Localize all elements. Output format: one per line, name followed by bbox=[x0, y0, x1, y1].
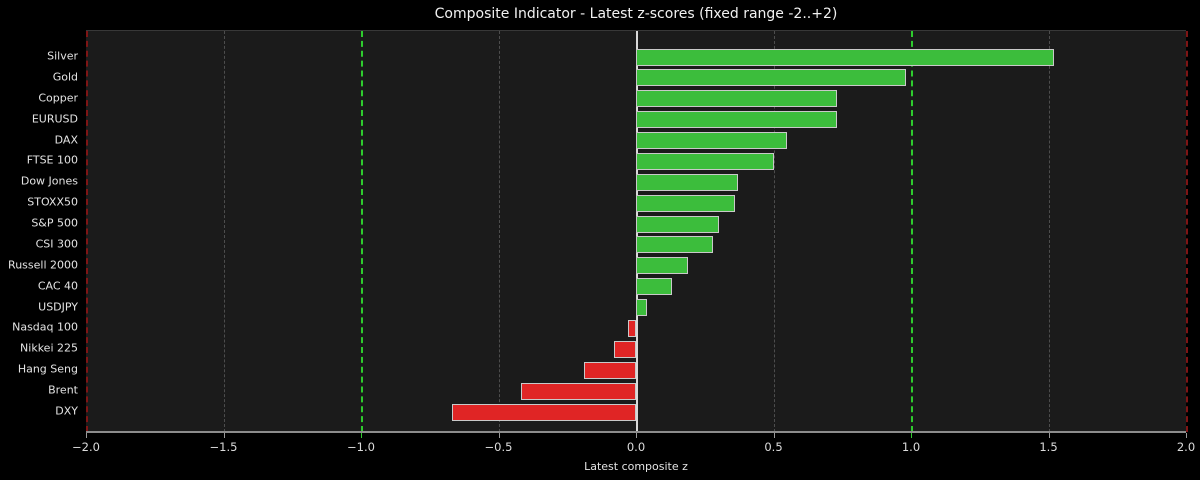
y-tick-label: S&P 500 bbox=[31, 216, 78, 230]
x-tick-mark bbox=[1186, 433, 1187, 438]
y-tick-label: DAX bbox=[54, 133, 78, 147]
x-tick-mark bbox=[223, 433, 225, 438]
y-tick-label: DXY bbox=[55, 404, 78, 418]
bar-nikkei-225 bbox=[614, 340, 636, 358]
y-tick-label: FTSE 100 bbox=[26, 153, 78, 167]
y-tick-label: Hang Seng bbox=[17, 362, 78, 376]
bar-copper bbox=[636, 90, 837, 108]
y-tick-label: Gold bbox=[52, 70, 78, 84]
x-tick-mark bbox=[498, 433, 500, 438]
x-tick-label: 0.5 bbox=[764, 440, 783, 454]
x-tick-mark bbox=[773, 433, 775, 438]
bar-dow-jones bbox=[636, 173, 738, 191]
y-tick-label: Brent bbox=[48, 383, 78, 397]
y-tick-label: Silver bbox=[47, 49, 78, 63]
x-tick-label: −2.0 bbox=[72, 440, 100, 454]
y-tick-label: CSI 300 bbox=[35, 237, 78, 251]
x-tick-label: 1.0 bbox=[901, 440, 921, 454]
x-tick-label: 2.0 bbox=[1176, 440, 1196, 454]
bar-nasdaq-100 bbox=[627, 319, 636, 337]
y-tick-label: CAC 40 bbox=[37, 279, 78, 293]
bar-csi-300 bbox=[636, 236, 713, 254]
bar-silver bbox=[636, 48, 1054, 66]
x-tick-mark bbox=[86, 433, 87, 438]
bar-s-p-500 bbox=[636, 215, 719, 233]
x-tick-label: −1.5 bbox=[209, 440, 238, 454]
gridline bbox=[223, 31, 225, 432]
x-tick-mark bbox=[361, 433, 362, 438]
red-threshold-line bbox=[1186, 31, 1188, 432]
x-tick-label: 0.0 bbox=[626, 440, 646, 454]
y-tick-label: EURUSD bbox=[31, 112, 78, 126]
y-tick-label: USDJPY bbox=[38, 300, 78, 314]
bar-cac-40 bbox=[636, 278, 672, 296]
plot-area bbox=[86, 30, 1188, 432]
green-threshold-line bbox=[361, 31, 363, 432]
x-tick-mark bbox=[911, 433, 912, 438]
bar-usdjpy bbox=[636, 299, 647, 317]
x-tick-mark bbox=[1048, 433, 1050, 438]
x-axis-label: Latest composite z bbox=[584, 460, 688, 473]
red-threshold-line bbox=[86, 31, 88, 432]
y-tick-label: Nikkei 225 bbox=[20, 341, 78, 355]
bar-dxy bbox=[451, 403, 636, 421]
y-tick-label: Dow Jones bbox=[20, 174, 78, 188]
green-threshold-line bbox=[911, 31, 913, 432]
gridline bbox=[773, 31, 775, 432]
gridline bbox=[498, 31, 500, 432]
chart-title: Composite Indicator - Latest z-scores (f… bbox=[434, 6, 838, 22]
x-tick-label: −0.5 bbox=[484, 440, 513, 454]
x-tick-mark bbox=[636, 433, 637, 438]
y-tick-label: Copper bbox=[38, 91, 78, 105]
bar-russell-2000 bbox=[636, 257, 689, 275]
y-tick-label: Nasdaq 100 bbox=[12, 320, 78, 334]
bar-dax bbox=[636, 132, 788, 150]
x-tick-label: 1.5 bbox=[1039, 440, 1058, 454]
x-axis-line bbox=[86, 431, 1186, 433]
x-tick-label: −1.0 bbox=[347, 440, 375, 454]
bar-eurusd bbox=[636, 111, 837, 129]
bar-hang-seng bbox=[583, 361, 636, 379]
y-tick-label: STOXX50 bbox=[27, 195, 78, 209]
y-tick-label: Russell 2000 bbox=[8, 258, 78, 272]
bar-stoxx50 bbox=[636, 194, 735, 212]
bar-gold bbox=[636, 69, 906, 87]
gridline bbox=[1048, 31, 1050, 432]
bar-brent bbox=[520, 382, 636, 400]
bar-ftse-100 bbox=[636, 152, 774, 170]
